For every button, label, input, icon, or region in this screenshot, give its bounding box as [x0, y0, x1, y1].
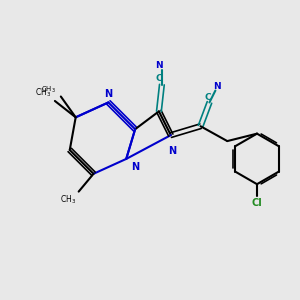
Text: N: N	[155, 61, 163, 70]
Text: N: N	[213, 82, 221, 91]
Text: C: C	[156, 74, 162, 83]
Text: C: C	[205, 93, 211, 102]
Text: CH$_3$: CH$_3$	[35, 87, 51, 100]
Text: Cl: Cl	[252, 198, 262, 208]
Text: CH$_3$: CH$_3$	[59, 194, 76, 206]
Text: N: N	[132, 162, 140, 172]
Text: N: N	[168, 146, 176, 156]
Text: N: N	[104, 89, 112, 99]
Text: CH$_3$: CH$_3$	[41, 85, 56, 95]
